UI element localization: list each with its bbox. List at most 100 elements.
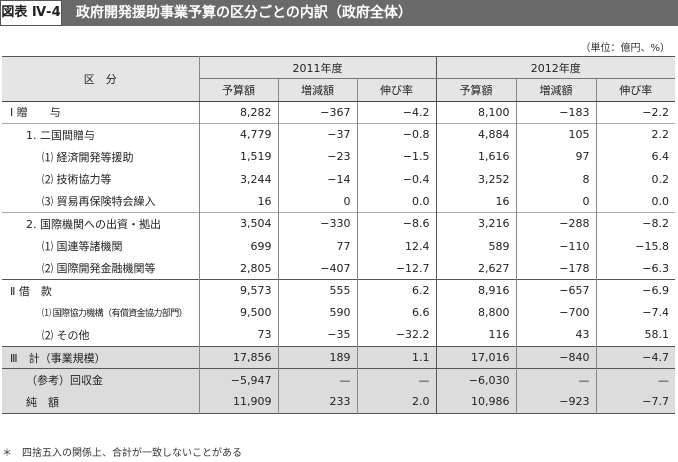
- row-label: ⑵ 技術協力等: [42, 173, 112, 187]
- cell-value: −7.4: [595, 301, 676, 325]
- figure-title: 政府開発援助事業予算の区分ごとの内訳（政府全体）: [62, 0, 678, 26]
- table-row: 純 額 11,909 233 2.0 10,986 −923 −7.7: [2, 390, 676, 414]
- cell-value: −840: [515, 345, 596, 369]
- cell-value: 17,856: [198, 345, 278, 369]
- cell-value: 8,916: [435, 278, 516, 302]
- row-label: ⑶ 貿易再保険特会繰入: [42, 195, 156, 209]
- cell-value: −657: [515, 278, 596, 302]
- row-label: （参考）回収金: [2, 368, 199, 391]
- row-label: 1. 二国間贈与: [2, 122, 199, 146]
- cell-value: −4.2: [356, 101, 436, 124]
- col-header: 予算額: [435, 78, 516, 102]
- table-row: ⑵ その他 73 −35 −32.2 116 43 58.1: [2, 324, 676, 347]
- cell-value: 105: [515, 122, 596, 146]
- cell-value: −5,947: [198, 368, 278, 391]
- row-label: ⑵ 国際開発金融機関等: [42, 262, 156, 276]
- table-row: 1. 二国間贈与 4,779 −37 −0.8 4,884 105 2.2: [2, 122, 676, 146]
- cell-value: 11,909: [198, 390, 278, 414]
- year-2011-header: 2011年度: [198, 56, 436, 80]
- cell-value: −6.3: [595, 257, 676, 280]
- cell-value: 589: [435, 234, 516, 258]
- row-label: Ⅲ 計（事業規模）: [2, 345, 199, 369]
- cell-value: 0.0: [356, 190, 436, 213]
- cell-value: 0.0: [595, 190, 676, 213]
- row-label: Ⅰ 贈 与: [10, 106, 61, 120]
- cell-value: −8.6: [356, 212, 436, 235]
- cell-value: 16: [198, 190, 278, 213]
- table-row: ⑴ 国連等諸機関 699 77 12.4 589 −110 −15.8: [2, 234, 676, 258]
- cell-value: 0: [515, 190, 596, 213]
- cell-value: −407: [277, 257, 357, 280]
- cell-value: −367: [277, 101, 357, 124]
- cell-value: 2,805: [198, 257, 278, 280]
- table-row: Ⅲ 計（事業規模） 17,856 189 1.1 17,016 −840 −4.7: [2, 345, 676, 369]
- cell-value: −7.7: [595, 390, 676, 414]
- table-row: ⑵ 技術協力等 3,244 −14 −0.4 3,252 8 0.2: [2, 167, 676, 191]
- cell-value: —: [595, 368, 676, 391]
- row-label: 2. 国際機関への出資・拠出: [2, 212, 199, 235]
- cell-value: −923: [515, 390, 596, 414]
- row-label: ⑵ その他: [42, 328, 90, 342]
- cell-value: −0.8: [356, 122, 436, 146]
- table-row: （参考）回収金 −5,947— — −6,030— —: [2, 368, 676, 391]
- year-2012-header: 2012年度: [435, 56, 676, 80]
- budget-table: 区 分 2011年度 2012年度 予算額 増減額 伸び率 予算額 増減額 伸び…: [2, 56, 676, 414]
- cell-value: 0: [277, 190, 357, 213]
- cell-value: 73: [198, 324, 278, 347]
- category-header: 区 分: [2, 56, 199, 102]
- cell-value: 6.4: [595, 145, 676, 168]
- cell-value: 43: [515, 324, 596, 347]
- col-header: 伸び率: [356, 78, 436, 102]
- cell-value: 8,800: [435, 301, 516, 325]
- cell-value: −2.2: [595, 101, 676, 124]
- cell-value: −288: [515, 212, 596, 235]
- cell-value: 3,244: [198, 167, 278, 191]
- cell-value: 699: [198, 234, 278, 258]
- cell-value: −1.5: [356, 145, 436, 168]
- table-row: ⑴ 国際協力機構（有償資金協力部門） 9,500 590 6.6 8,800 −700 −7…: [2, 301, 676, 325]
- cell-value: 4,779: [198, 122, 278, 146]
- cell-value: −700: [515, 301, 596, 325]
- cell-value: −14: [277, 167, 357, 191]
- cell-value: —: [356, 368, 436, 391]
- table-row: ⑵ 国際開発金融機関等 2,805 −407 −12.7 2,627 −178 −6.3: [2, 257, 676, 280]
- col-header: 伸び率: [595, 78, 676, 102]
- figure-header: 図表 Ⅳ-4 政府開発援助事業予算の区分ごとの内訳（政府全体）: [0, 0, 678, 26]
- cell-value: 8: [515, 167, 596, 191]
- table-row: ⑴ 経済開発等援助 1,519 −23 −1.5 1,616 97 6.4: [2, 145, 676, 168]
- unit-note: （単位：億円、%）: [580, 43, 670, 54]
- cell-value: 4,884: [435, 122, 516, 146]
- cell-value: 9,573: [198, 278, 278, 302]
- cell-value: 9,500: [198, 301, 278, 325]
- cell-value: −110: [515, 234, 596, 258]
- cell-value: 12.4: [356, 234, 436, 258]
- table-row: 2. 国際機関への出資・拠出 3,504 −330 −8.6 3,216 −288 −8.2: [2, 212, 676, 235]
- cell-value: −6.9: [595, 278, 676, 302]
- cell-value: 0.2: [595, 167, 676, 191]
- cell-value: 17,016: [435, 345, 516, 369]
- cell-value: −0.4: [356, 167, 436, 191]
- col-header: 増減額: [277, 78, 357, 102]
- cell-value: —: [515, 368, 596, 391]
- cell-value: 97: [515, 145, 596, 168]
- cell-value: −183: [515, 101, 596, 124]
- cell-value: 3,216: [435, 212, 516, 235]
- cell-value: 189: [277, 345, 357, 369]
- table-row: ⑶ 貿易再保険特会繰入 16 0 0.0 16 0 0.0: [2, 190, 676, 213]
- cell-value: 233: [277, 390, 357, 414]
- cell-value: 77: [277, 234, 357, 258]
- row-label: 純 額: [2, 390, 199, 414]
- col-header: 増減額: [515, 78, 596, 102]
- col-header: 予算額: [198, 78, 278, 102]
- footnote: ＊ 四捨五入の関係上、合計が一致しないことがある: [2, 448, 242, 459]
- cell-value: 16: [435, 190, 516, 213]
- cell-value: −32.2: [356, 324, 436, 347]
- cell-value: 8,100: [435, 101, 516, 124]
- figure-label: 図表 Ⅳ-4: [0, 0, 62, 26]
- cell-value: 2.0: [356, 390, 436, 414]
- row-label: ⑴ 経済開発等援助: [42, 150, 134, 164]
- cell-value: −8.2: [595, 212, 676, 235]
- cell-value: —: [277, 368, 357, 391]
- row-label: Ⅱ 借 款: [2, 278, 199, 302]
- cell-value: −4.7: [595, 345, 676, 369]
